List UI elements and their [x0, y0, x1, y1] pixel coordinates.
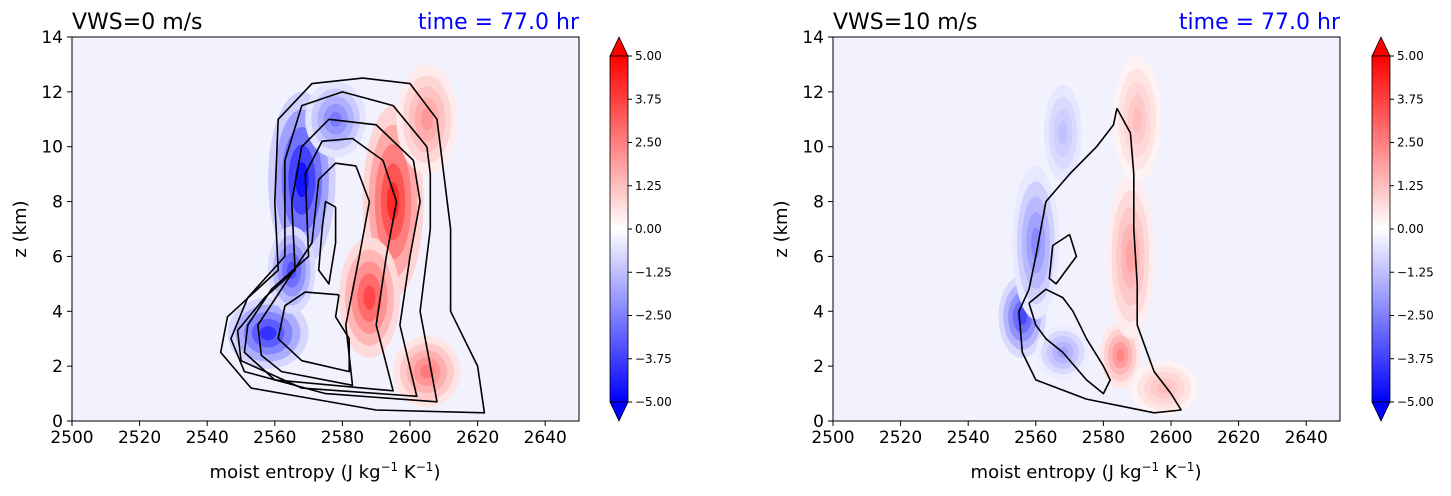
y-tick-label: 8	[52, 193, 63, 213]
negative-anomaly-shade	[1031, 227, 1041, 259]
colorbar-tick-label: −1.25	[1397, 265, 1434, 279]
panel-vws-0: 2500 2520 2540 2560 2580 2600 2620 2640 0 2 4 6 8 10…	[10, 10, 672, 483]
y-tick-label: 12	[41, 83, 63, 103]
plot-frame	[832, 36, 1341, 422]
y-tick-label: 4	[813, 302, 824, 322]
y-tick-label: 14	[802, 28, 824, 48]
colorbar-ticks: 5.00 3.75 2.50 1.25 0.00 −1.25 −2.50 −3.75 −5.00	[1390, 49, 1434, 409]
colorbar-extend-min	[609, 401, 629, 422]
contour-line	[219, 77, 486, 414]
x-axis-ticks: 2500 2520 2540 2560 2580 2600 2620 2640	[50, 421, 567, 448]
contour-line	[277, 291, 350, 373]
x-tick-label: 2500	[811, 428, 854, 448]
colorbar-tick-label: 2.50	[1397, 136, 1424, 150]
y-tick-label: 2	[813, 357, 824, 377]
x-tick-label: 2600	[388, 428, 431, 448]
y-axis-label: z (km)	[771, 200, 792, 257]
plot-frame	[71, 36, 580, 422]
colorbar-ticks: 5.00 3.75 2.50 1.25 0.00 −1.25 −2.50 −3.75 −5.00	[628, 49, 672, 409]
positive-anomaly-shade	[1116, 348, 1125, 362]
contour-line	[243, 137, 398, 392]
colorbar-tick-label: 0.00	[635, 222, 662, 236]
colorbar-tick-label: −5.00	[635, 395, 672, 409]
positive-anomaly-shade	[363, 285, 376, 310]
contour-line	[317, 200, 337, 285]
colorbar-tick-label: −2.50	[1397, 309, 1434, 323]
y-tick-label: 8	[813, 193, 824, 213]
x-tick-label: 2560	[253, 428, 296, 448]
colorbar-tick-label: 1.25	[635, 179, 662, 193]
colorbar-extend-max	[1371, 36, 1391, 57]
positive-anomaly-shade	[1125, 239, 1136, 273]
colorbar-tick-label: 0.00	[1397, 222, 1424, 236]
colorbar-tick-label: −5.00	[1397, 395, 1434, 409]
y-axis-ticks: 0 2 4 6 8 10 12 14	[41, 28, 72, 432]
x-tick-label: 2640	[1285, 428, 1328, 448]
y-tick-label: 10	[41, 138, 63, 158]
colorbar-tick-label: 5.00	[635, 49, 662, 63]
colorbar-extend-min	[1371, 401, 1391, 422]
y-tick-label: 0	[813, 412, 824, 432]
colorbar-tick-label: −3.75	[1397, 352, 1434, 366]
positive-anomaly-shade	[387, 182, 400, 221]
x-axis-ticks: 2500 2520 2540 2560 2580 2600 2620 2640	[811, 421, 1328, 448]
colorbar-tick-label: 3.75	[635, 92, 662, 106]
colorbar: 5.00 3.75 2.50 1.25 0.00 −1.25 −2.50 −3.75 −5.00	[609, 36, 672, 422]
contour-layer	[219, 77, 486, 414]
y-tick-label: 2	[52, 357, 63, 377]
contour-line	[236, 118, 421, 398]
x-tick-label: 2620	[456, 428, 499, 448]
y-tick-label: 14	[41, 28, 63, 48]
x-tick-label: 2520	[118, 428, 161, 448]
x-tick-label: 2500	[50, 428, 93, 448]
x-tick-label: 2640	[524, 428, 567, 448]
x-tick-label: 2580	[321, 428, 364, 448]
y-tick-label: 10	[802, 138, 824, 158]
y-axis-label: z (km)	[10, 200, 31, 257]
positive-anomaly-shade	[420, 108, 433, 131]
contour-line	[257, 162, 371, 387]
panel-vws-10: 2500 2520 2540 2560 2580 2600 2620 2640 0 2 4 6 8 10…	[771, 10, 1434, 483]
x-tick-label: 2560	[1014, 428, 1057, 448]
colorbar-bar	[1371, 55, 1391, 403]
panel-title-right: time = 77.0 hr	[418, 10, 580, 35]
x-tick-label: 2580	[1082, 428, 1125, 448]
negative-anomaly-shade	[1058, 120, 1068, 146]
x-tick-label: 2520	[879, 428, 922, 448]
colorbar-bar	[609, 55, 629, 403]
x-tick-label: 2540	[947, 428, 990, 448]
contour-line	[1018, 107, 1182, 414]
panel-title-left: VWS=0 m/s	[72, 10, 203, 35]
colorbar-tick-label: 3.75	[1397, 92, 1424, 106]
x-axis-label: moist entropy (J kg−1 K−1)	[971, 460, 1202, 483]
colorbar: 5.00 3.75 2.50 1.25 0.00 −1.25 −2.50 −3.75 −5.00	[1371, 36, 1434, 422]
x-tick-label: 2600	[1149, 428, 1192, 448]
colorbar-tick-label: −1.25	[635, 265, 672, 279]
y-tick-label: 6	[813, 247, 824, 267]
y-tick-label: 6	[52, 247, 63, 267]
positive-anomaly-shade	[1132, 106, 1142, 132]
contour-line	[1048, 233, 1078, 285]
panel-title-right: time = 77.0 hr	[1179, 10, 1341, 35]
y-tick-label: 4	[52, 302, 63, 322]
panel-title-left: VWS=10 m/s	[833, 10, 978, 35]
y-tick-label: 12	[802, 83, 824, 103]
negative-anomaly-shade	[259, 326, 277, 341]
x-axis-label: moist entropy (J kg−1 K−1)	[210, 460, 441, 483]
colorbar-tick-label: 1.25	[1397, 179, 1424, 193]
colorbar-tick-label: 5.00	[1397, 49, 1424, 63]
colorbar-tick-label: 2.50	[635, 136, 662, 150]
colorbar-tick-label: −3.75	[635, 352, 672, 366]
y-axis-ticks: 0 2 4 6 8 10 12 14	[802, 28, 833, 432]
contour-line	[1028, 288, 1111, 395]
colorbar-extend-max	[609, 36, 629, 57]
contour-line	[230, 91, 438, 403]
positive-anomaly-shade	[1157, 382, 1171, 394]
contour-layer	[1018, 107, 1182, 414]
x-tick-label: 2540	[186, 428, 229, 448]
x-tick-label: 2620	[1217, 428, 1260, 448]
colorbar-tick-label: −2.50	[635, 309, 672, 323]
y-tick-label: 0	[52, 412, 63, 432]
